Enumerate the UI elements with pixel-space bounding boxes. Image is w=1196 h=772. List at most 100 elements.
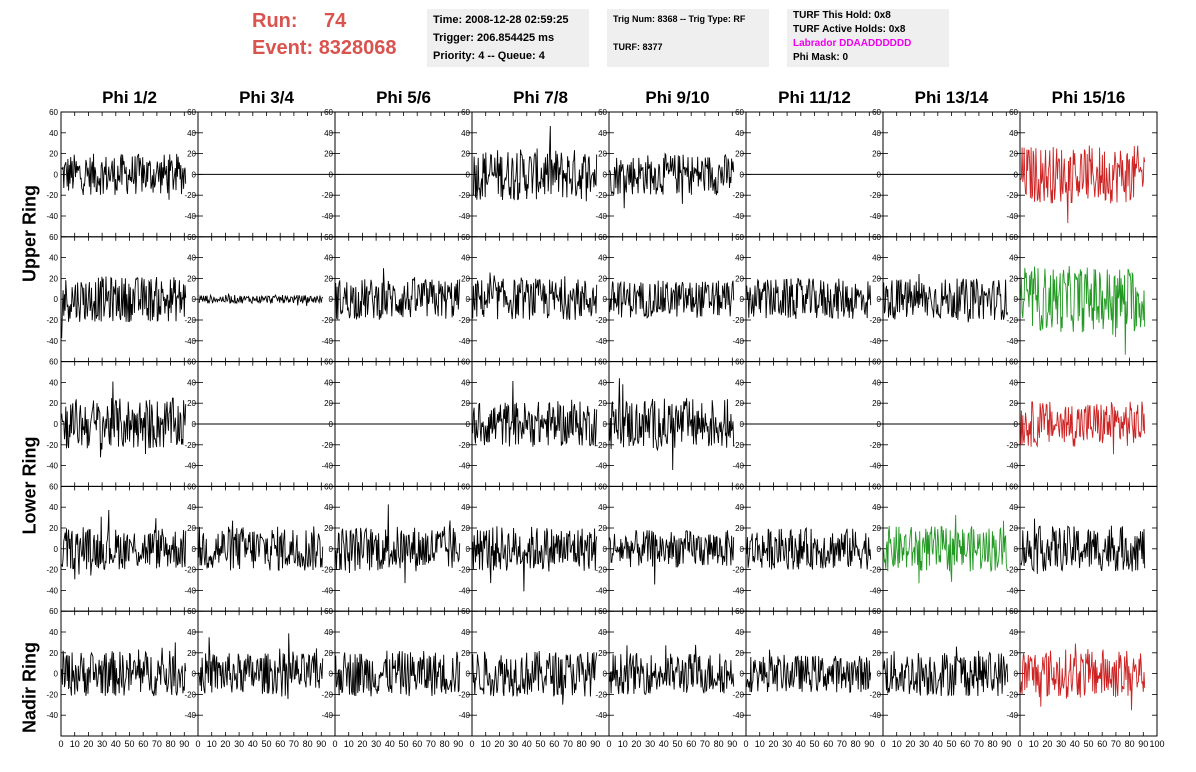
x-tick-label: 30 [1056, 739, 1066, 749]
y-tick-label: 0 [329, 420, 334, 429]
y-tick-label: 40 [598, 503, 607, 512]
y-tick-label: 0 [603, 420, 608, 429]
waveform-trace [883, 514, 1008, 584]
y-tick-label: 60 [324, 108, 333, 117]
y-tick-label: 0 [192, 170, 197, 179]
y-tick-label: 40 [1009, 129, 1018, 138]
x-tick-label: 50 [809, 739, 819, 749]
x-tick-label: 70 [1111, 739, 1121, 749]
time-text: Time: 2008-12-28 02:59:25 [433, 14, 569, 26]
y-tick-label: 40 [872, 378, 881, 387]
waveform-trace [746, 526, 872, 570]
y-tick-label: -20 [869, 690, 881, 699]
y-tick-label: 0 [329, 670, 334, 679]
y-tick-label: 60 [735, 108, 744, 117]
x-tick-label: 80 [988, 739, 998, 749]
y-tick-label: 60 [872, 108, 881, 117]
y-tick-label: 20 [49, 150, 58, 159]
y-tick-label: 60 [461, 482, 470, 491]
x-tick-label: 80 [1125, 739, 1135, 749]
y-tick-label: 60 [49, 607, 58, 616]
y-tick-label: 40 [49, 254, 58, 263]
y-tick-label: -20 [458, 191, 470, 200]
column-header-phi-11-12: Phi 11/12 [778, 88, 851, 107]
y-tick-label: 60 [872, 233, 881, 242]
x-tick-label: 90 [1001, 739, 1011, 749]
y-tick-label: -20 [184, 441, 196, 450]
column-header-phi-13-14: Phi 13/14 [914, 88, 989, 107]
waveform-trace [61, 509, 187, 580]
y-tick-label: 20 [1009, 524, 1018, 533]
x-tick-label: 20 [631, 739, 641, 749]
y-tick-label: -40 [46, 711, 58, 720]
x-tick-label: 60 [138, 739, 148, 749]
x-tick-label: 60 [1097, 739, 1107, 749]
y-tick-label: 0 [192, 420, 197, 429]
y-tick-label: -40 [184, 212, 196, 221]
x-tick-label: 0 [195, 739, 200, 749]
y-tick-label: 20 [187, 399, 196, 408]
x-tick-label: 80 [303, 739, 313, 749]
y-tick-label: 60 [461, 358, 470, 367]
x-tick-label: 20 [768, 739, 778, 749]
x-tick-label: 80 [714, 739, 724, 749]
turf-active-holds-text: TURF Active Holds: 0x8 [793, 24, 906, 35]
trigger-text: Trigger: 206.854425 ms [433, 32, 555, 44]
y-tick-label: -40 [458, 711, 470, 720]
y-tick-label: 0 [1014, 295, 1019, 304]
y-tick-label: 60 [598, 607, 607, 616]
x-tick-label: 60 [549, 739, 559, 749]
y-tick-label: -20 [321, 690, 333, 699]
y-tick-label: -20 [46, 566, 58, 575]
waveform-trace [609, 529, 735, 585]
y-tick-label: 40 [598, 129, 607, 138]
y-tick-label: -20 [1006, 316, 1018, 325]
x-tick-label: 40 [522, 739, 532, 749]
y-tick-label: 40 [872, 628, 881, 637]
y-tick-label: -40 [46, 462, 58, 471]
y-tick-label: 20 [1009, 274, 1018, 283]
x-tick-label: 40 [111, 739, 121, 749]
y-tick-label: 60 [598, 233, 607, 242]
y-tick-label: 60 [187, 358, 196, 367]
x-tick-label: 90 [727, 739, 737, 749]
y-tick-label: 20 [598, 649, 607, 658]
waveform-trace [883, 273, 1009, 323]
x-tick-label: 0 [743, 739, 748, 749]
y-tick-label: 40 [735, 378, 744, 387]
y-tick-label: -40 [46, 586, 58, 595]
y-tick-label: -40 [869, 337, 881, 346]
y-tick-label: -20 [46, 316, 58, 325]
x-tick-label: 40 [385, 739, 395, 749]
y-tick-label: 40 [49, 628, 58, 637]
y-tick-label: -20 [1006, 191, 1018, 200]
x-tick-label: 70 [837, 739, 847, 749]
y-tick-label: -20 [595, 441, 607, 450]
y-tick-label: 0 [603, 545, 608, 554]
y-tick-label: 40 [324, 378, 333, 387]
x-tick-label: 90 [316, 739, 326, 749]
panel-frame [608, 610, 747, 737]
turf-info-box: TURF This Hold: 0x8 TURF Active Holds: 0… [787, 9, 949, 67]
y-tick-label: 40 [461, 254, 470, 263]
waveform-trace [1020, 643, 1146, 711]
y-tick-label: -40 [321, 337, 333, 346]
y-tick-label: 20 [872, 524, 881, 533]
y-tick-label: -40 [732, 586, 744, 595]
y-tick-label: 20 [872, 649, 881, 658]
y-tick-label: 20 [598, 399, 607, 408]
y-tick-label: 60 [872, 482, 881, 491]
waveform-trace [472, 526, 598, 592]
waveform-trace [61, 381, 187, 458]
y-tick-label: 0 [877, 420, 882, 429]
y-tick-label: 20 [324, 649, 333, 658]
x-tick-label: 40 [659, 739, 669, 749]
waveform-trace [746, 277, 872, 320]
waveform-trace [1020, 265, 1146, 355]
y-tick-label: 40 [324, 503, 333, 512]
x-tick-label: 10 [1029, 739, 1039, 749]
waveform-trace [198, 633, 324, 700]
y-tick-label: 0 [877, 670, 882, 679]
y-tick-label: 40 [735, 254, 744, 263]
run-label: Run: [252, 10, 298, 32]
